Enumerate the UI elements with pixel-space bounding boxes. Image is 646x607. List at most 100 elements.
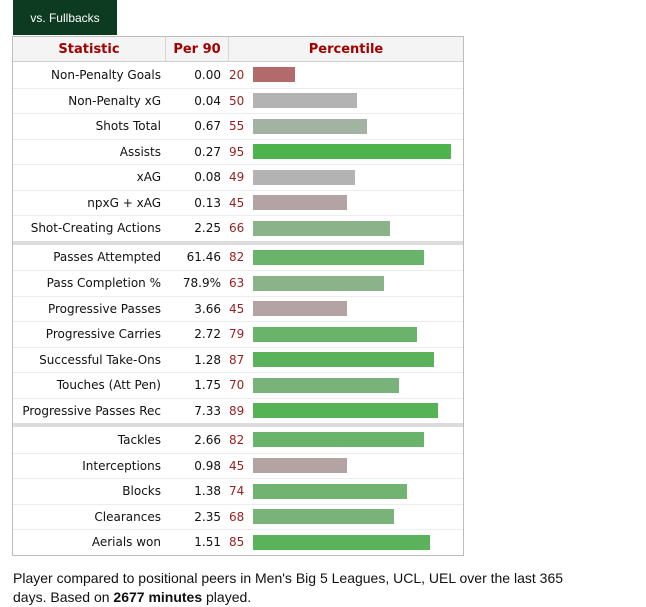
percentile-value: 70 (229, 378, 245, 393)
stat-name: Progressive Carries (45, 327, 161, 342)
stat-name: Successful Take-Ons (39, 352, 161, 367)
percentile-bar (253, 483, 407, 499)
table-row: Aerials won 1.51 85 (13, 529, 463, 555)
stat-per90: 3.66 (194, 301, 221, 316)
percentile-bar (253, 326, 417, 342)
percentile-value: 82 (229, 432, 245, 447)
stat-per90: 1.28 (194, 352, 221, 367)
stat-name: xAG (136, 170, 161, 185)
table-row: xAG 0.08 49 (13, 164, 463, 190)
stat-name: Aerials won (91, 535, 161, 550)
table-row: Passes Attempted 61.46 82 (13, 245, 463, 271)
stat-percentile-cell: 95 (227, 144, 463, 160)
header-per90: Per 90 (165, 37, 228, 61)
tab-vs-fullbacks[interactable]: vs. Fullbacks (13, 0, 117, 35)
stat-percentile-cell: 70 (227, 377, 463, 393)
stat-name: Pass Completion % (46, 276, 161, 291)
stat-percentile-cell: 74 (227, 483, 463, 499)
stat-per90: 2.72 (194, 327, 221, 342)
stat-percentile-cell: 66 (227, 220, 463, 236)
stat-name: Progressive Passes Rec (22, 403, 161, 418)
percentile-value: 20 (229, 67, 245, 82)
stat-name: Interceptions (82, 458, 161, 473)
stat-per90: 7.33 (194, 403, 221, 418)
table-row: Clearances 2.35 68 (13, 503, 463, 530)
percentile-bar (253, 118, 367, 134)
stat-percentile-cell: 87 (227, 352, 463, 368)
percentile-bar (253, 169, 355, 185)
footnote: Player compared to positional peers in M… (13, 569, 593, 607)
percentile-bar (253, 403, 438, 419)
stat-percentile-cell: 82 (227, 432, 463, 448)
stat-percentile-cell: 50 (227, 93, 463, 109)
table-row: Shot-Creating Actions 2.25 66 (13, 215, 463, 241)
stat-per90: 2.35 (194, 509, 221, 524)
stat-per90: 0.98 (194, 458, 221, 473)
table-row: Tackles 2.66 82 (13, 427, 463, 453)
stat-name: Tackles (117, 432, 161, 447)
table-row: Shots Total 0.67 55 (13, 113, 463, 139)
stat-percentile-cell: 45 (227, 195, 463, 211)
stat-name: npxG + xAG (87, 195, 161, 210)
percentile-value: 49 (229, 170, 245, 185)
stat-per90: 0.00 (194, 67, 221, 82)
table-body: Non-Penalty Goals 0.00 20 Non-Penalty xG 0.0… (13, 62, 463, 555)
table-row: Non-Penalty Goals 0.00 20 (13, 62, 463, 88)
stat-group: Passes Attempted 61.46 82 Pass Completion %… (13, 240, 463, 424)
stat-percentile-cell: 68 (227, 509, 463, 525)
percentile-value: 66 (229, 221, 245, 236)
stat-percentile-cell: 45 (227, 301, 463, 317)
stat-percentile-cell: 55 (227, 118, 463, 134)
stat-per90: 78.9% (182, 276, 221, 291)
percentile-bar (253, 93, 357, 109)
percentile-bar (253, 144, 451, 160)
percentile-table: Statistic Per 90 Percentile Non-Penalty … (12, 36, 464, 556)
stat-name: Clearances (94, 509, 161, 524)
stat-percentile-cell: 89 (227, 403, 463, 419)
percentile-value: 45 (229, 301, 245, 316)
percentile-value: 50 (229, 93, 245, 108)
percentile-value: 74 (229, 484, 245, 499)
stat-per90: 0.67 (194, 119, 221, 134)
percentile-value: 85 (229, 535, 245, 550)
stat-per90: 0.04 (194, 93, 221, 108)
stat-name: Assists (119, 144, 161, 159)
stat-name: Shot-Creating Actions (30, 221, 161, 236)
stat-percentile-cell: 49 (227, 169, 463, 185)
percentile-value: 79 (229, 327, 245, 342)
stat-per90: 2.25 (194, 221, 221, 236)
percentile-value: 68 (229, 509, 245, 524)
stat-percentile-cell: 79 (227, 326, 463, 342)
percentile-value: 63 (229, 276, 245, 291)
stat-percentile-cell: 20 (227, 67, 463, 83)
table-row: Progressive Passes 3.66 45 (13, 295, 463, 322)
table-row: Progressive Passes Rec 7.33 89 (13, 397, 463, 424)
stat-name: Touches (Att Pen) (56, 378, 161, 393)
percentile-bar (253, 249, 424, 265)
table-row: Pass Completion % 78.9% 63 (13, 270, 463, 296)
percentile-value: 55 (229, 119, 245, 134)
stat-per90: 0.27 (194, 144, 221, 159)
percentile-bar (253, 220, 390, 236)
stat-name: Blocks (122, 484, 161, 499)
footnote-minutes: 2677 minutes (113, 589, 203, 605)
stat-per90: 0.08 (194, 170, 221, 185)
percentile-bar (253, 377, 399, 393)
percentile-value: 87 (229, 352, 245, 367)
stat-name: Non-Penalty xG (68, 93, 161, 108)
stat-per90: 1.51 (194, 535, 221, 550)
footnote-text-before: Player compared to positional peers in M… (13, 570, 564, 605)
percentile-bar (253, 67, 295, 83)
table-row: Interceptions 0.98 45 (13, 452, 463, 479)
table-row: Assists 0.27 95 (13, 138, 463, 165)
table-row: npxG + xAG 0.13 45 (13, 189, 463, 216)
percentile-bar (253, 301, 347, 317)
stat-name: Progressive Passes (47, 301, 161, 316)
percentile-bar (253, 352, 434, 368)
percentile-value: 45 (229, 195, 245, 210)
table-header: Statistic Per 90 Percentile (13, 37, 463, 62)
header-percentile: Percentile (228, 37, 463, 61)
stat-name: Passes Attempted (53, 250, 161, 265)
table-row: Blocks 1.38 74 (13, 478, 463, 504)
stat-percentile-cell: 85 (227, 534, 463, 550)
